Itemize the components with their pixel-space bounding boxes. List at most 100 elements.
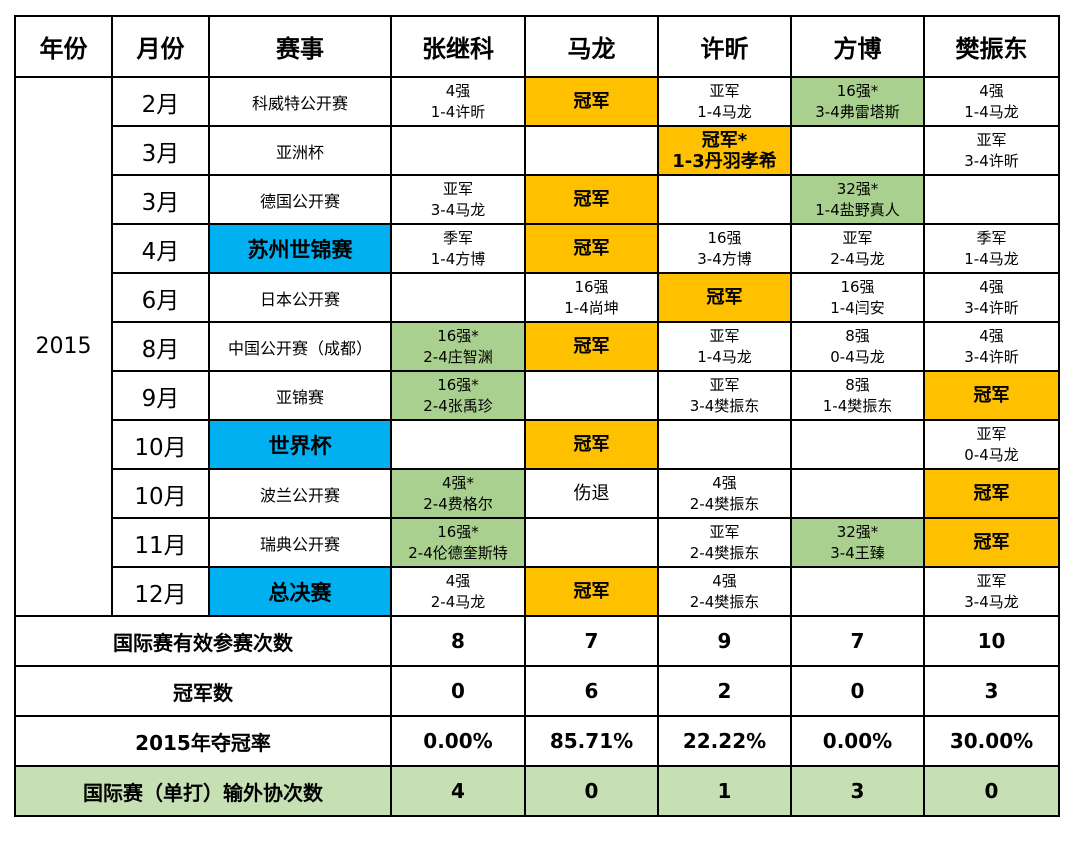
event-cell: 中国公开赛（成都） bbox=[208, 321, 392, 372]
result-line: 冠军 bbox=[573, 581, 610, 602]
empty-cell bbox=[390, 419, 526, 470]
result-line: 4强 bbox=[712, 571, 737, 590]
result-line: 16强 bbox=[707, 228, 742, 247]
foreign-loss-cell: 16强* 3-4弗雷塔斯 bbox=[790, 76, 925, 127]
score-line: 3-4许昕 bbox=[964, 298, 1019, 317]
summary-value: 7 bbox=[790, 615, 925, 667]
score-line: 2-4樊振东 bbox=[689, 494, 760, 513]
table-row: 4月 苏州世锦赛 季军 1-4方博 冠军 16强 3-4方博 亚军 2-4马龙 季军 1-4马龙 bbox=[15, 223, 1060, 274]
table-row: 11月 瑞典公开赛 16强* 2-4伦德奎斯特 亚军 2-4樊振东 32强* 3-4王臻 冠军 bbox=[15, 517, 1060, 568]
event-cell: 亚洲杯 bbox=[208, 125, 392, 176]
result-line: 32强* bbox=[836, 179, 879, 198]
champion-cell: 冠军 bbox=[524, 76, 659, 127]
result-line: 亚军 bbox=[709, 81, 740, 100]
month-cell: 9月 bbox=[111, 370, 210, 421]
summary-value: 8 bbox=[390, 615, 526, 667]
month-cell: 2月 bbox=[111, 76, 210, 127]
result-cell: 亚军 3-4马龙 bbox=[923, 566, 1060, 617]
result-cell: 亚军 3-4马龙 bbox=[390, 174, 526, 225]
score-line: 1-4尚坤 bbox=[564, 298, 619, 317]
result-line: 冠军 bbox=[573, 189, 610, 210]
summary-label: 冠军数 bbox=[14, 665, 392, 717]
empty-cell bbox=[923, 174, 1060, 225]
result-cell: 8强 1-4樊振东 bbox=[790, 370, 925, 421]
result-line: 亚军 bbox=[976, 424, 1007, 443]
result-line: 亚军 bbox=[709, 522, 740, 541]
champion-cell: 冠军 bbox=[524, 174, 659, 225]
table-row: 2015 2月 科威特公开赛 4强 1-4许昕 冠军 亚军 1-4马龙 16强* 3-4弗雷塔斯 4… bbox=[14, 76, 1060, 617]
score-line: 2-4马龙 bbox=[430, 592, 486, 611]
table-row: 3月 亚洲杯 冠军* 1-3丹羽孝希 亚军 3-4许昕 bbox=[15, 125, 1060, 176]
champion-cell: 冠军 bbox=[923, 370, 1060, 421]
score-line: 1-4方博 bbox=[430, 249, 486, 268]
result-line: 冠军 bbox=[573, 238, 610, 259]
summary-value: 0 bbox=[790, 665, 925, 717]
result-line: 冠军 bbox=[706, 287, 743, 308]
result-line: 32强* bbox=[836, 522, 879, 541]
score-line: 1-3丹羽孝希 bbox=[672, 150, 777, 172]
result-line: 冠军 bbox=[973, 483, 1010, 504]
summary-value: 0.00% bbox=[790, 715, 925, 767]
summary-label: 2015年夺冠率 bbox=[14, 715, 392, 767]
result-line: 16强* bbox=[437, 375, 479, 394]
table-row: 6月 日本公开赛 16强 1-4尚坤 冠军 16强 1-4闫安 4强 3-4许昕 bbox=[15, 272, 1060, 323]
score-line: 1-4闫安 bbox=[830, 298, 885, 317]
result-line: 亚军 bbox=[976, 130, 1007, 149]
empty-cell bbox=[524, 517, 659, 568]
major-event-cell: 总决赛 bbox=[208, 566, 392, 617]
event-cell: 科威特公开赛 bbox=[208, 76, 392, 127]
foreign-loss-cell: 4强* 2-4费格尔 bbox=[390, 468, 526, 519]
event-cell: 德国公开赛 bbox=[208, 174, 392, 225]
score-line: 3-4王臻 bbox=[830, 543, 885, 562]
year-cell: 2015 bbox=[14, 76, 113, 617]
summary-row: 国际赛有效参赛次数 8 7 9 7 10 bbox=[14, 615, 1060, 667]
result-line: 4强 bbox=[712, 473, 737, 492]
result-cell: 亚军 3-4樊振东 bbox=[657, 370, 792, 421]
champion-cell: 冠军 bbox=[923, 517, 1060, 568]
result-cell: 4强 2-4樊振东 bbox=[657, 566, 792, 617]
foreign-loss-cell: 16强* 2-4张禹珍 bbox=[390, 370, 526, 421]
table-row: 12月 总决赛 4强 2-4马龙 冠军 4强 2-4樊振东 亚军 3-4马龙 bbox=[15, 566, 1060, 617]
empty-cell bbox=[790, 566, 925, 617]
result-line: 冠军 bbox=[973, 532, 1010, 553]
summary-value: 6 bbox=[524, 665, 659, 717]
result-cell: 亚军 2-4马龙 bbox=[790, 223, 925, 274]
results-table: 年份 月份 赛事 张继科 马龙 许昕 方博 樊振东 2015 2月 科威特公开赛 4强… bbox=[14, 15, 1060, 817]
table-row: 3月 德国公开赛 亚军 3-4马龙 冠军 32强* 1-4盐野真人 bbox=[15, 174, 1060, 225]
result-line: 4强 bbox=[445, 571, 471, 590]
result-cell: 季军 1-4方博 bbox=[390, 223, 526, 274]
summary-value: 4 bbox=[390, 765, 526, 817]
score-line: 1-4盐野真人 bbox=[815, 200, 900, 219]
header-player: 张继科 bbox=[390, 15, 526, 78]
summary-value: 85.71% bbox=[524, 715, 659, 767]
score-line: 2-4张禹珍 bbox=[423, 396, 493, 415]
score-line: 0-4马龙 bbox=[964, 445, 1019, 464]
score-line: 1-4樊振东 bbox=[822, 396, 893, 415]
month-cell: 6月 bbox=[111, 272, 210, 323]
champion-cell: 冠军* 1-3丹羽孝希 bbox=[657, 125, 792, 176]
summary-value: 22.22% bbox=[657, 715, 792, 767]
score-line: 1-4马龙 bbox=[697, 347, 752, 366]
table-body: 2015 2月 科威特公开赛 4强 1-4许昕 冠军 亚军 1-4马龙 16强* 3-4弗雷塔斯 4… bbox=[14, 76, 1060, 817]
score-line: 3-4弗雷塔斯 bbox=[815, 102, 900, 121]
result-line: 冠军 bbox=[973, 385, 1010, 406]
header-year: 年份 bbox=[14, 15, 113, 78]
summary-value: 2 bbox=[657, 665, 792, 717]
foreign-loss-cell: 16强* 2-4伦德奎斯特 bbox=[390, 517, 526, 568]
score-line: 2-4樊振东 bbox=[689, 592, 760, 611]
table-row: 10月 世界杯 冠军 亚军 0-4马龙 bbox=[15, 419, 1060, 470]
result-cell: 亚军 0-4马龙 bbox=[923, 419, 1060, 470]
score-line: 3-4许昕 bbox=[964, 151, 1019, 170]
empty-cell bbox=[657, 419, 792, 470]
event-cell: 日本公开赛 bbox=[208, 272, 392, 323]
header-player: 许昕 bbox=[657, 15, 792, 78]
major-event-cell: 世界杯 bbox=[208, 419, 392, 470]
champion-cell: 冠军 bbox=[524, 566, 659, 617]
champion-cell: 冠军 bbox=[923, 468, 1060, 519]
score-line: 3-4樊振东 bbox=[689, 396, 760, 415]
month-cell: 8月 bbox=[111, 321, 210, 372]
summary-value: 30.00% bbox=[923, 715, 1060, 767]
result-cell: 伤退 bbox=[524, 468, 659, 519]
score-line: 2-4费格尔 bbox=[423, 494, 493, 513]
score-line: 3-4马龙 bbox=[964, 592, 1019, 611]
